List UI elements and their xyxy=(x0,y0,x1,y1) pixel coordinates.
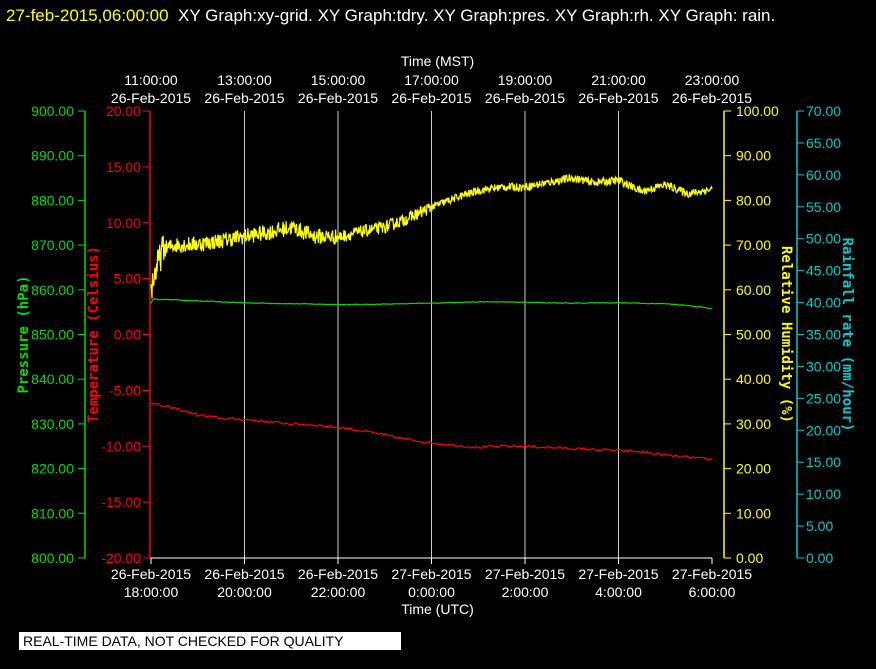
x-top-tick-time: 19:00:00 xyxy=(498,72,553,88)
temperature-series-line xyxy=(150,402,713,462)
x-bottom-tick-date: 27-Feb-2015 xyxy=(391,566,471,582)
rain-tick-label: 35.00 xyxy=(806,327,841,343)
x-bottom-tick-time: 0:00:00 xyxy=(408,584,455,600)
humidity-tick-label: 100.00 xyxy=(736,103,779,119)
pressure-series-line xyxy=(150,297,713,310)
x-top-axis-label: Time (MST) xyxy=(401,53,474,69)
x-bottom-tick-time: 22:00:00 xyxy=(311,584,366,600)
header-title: 27-feb-2015,06:00:00 XY Graph:xy-grid. X… xyxy=(6,2,866,30)
x-bottom-tick-time: 6:00:00 xyxy=(689,584,736,600)
pressure-tick-label: 870.00 xyxy=(31,237,74,253)
rain-tick-label: 60.00 xyxy=(806,167,841,183)
x-bottom-tick-date: 27-Feb-2015 xyxy=(672,566,752,582)
temperature-tick-label: 5.00 xyxy=(114,271,141,287)
x-top-tick-time: 15:00:00 xyxy=(311,72,366,88)
rain-tick-label: 45.00 xyxy=(806,263,841,279)
x-top-tick-date: 26-Feb-2015 xyxy=(111,90,191,106)
x-top-tick-time: 11:00:00 xyxy=(124,72,178,88)
pressure-tick-label: 830.00 xyxy=(31,416,74,432)
pressure-tick-label: 800.00 xyxy=(31,550,74,566)
x-top-tick-date: 26-Feb-2015 xyxy=(391,90,471,106)
temperature-tick-label: -20.00 xyxy=(101,550,141,566)
rain-tick-label: 25.00 xyxy=(806,390,841,406)
temperature-tick-label: -10.00 xyxy=(101,438,141,454)
pressure-tick-label: 810.00 xyxy=(31,505,74,521)
humidity-tick-label: 50.00 xyxy=(736,327,771,343)
rain-tick-label: 20.00 xyxy=(806,422,841,438)
x-bottom-tick-time: 4:00:00 xyxy=(595,584,642,600)
rain-tick-label: 15.00 xyxy=(806,454,841,470)
humidity-tick-label: 80.00 xyxy=(736,192,771,208)
quality-notice: REAL-TIME DATA, NOT CHECKED FOR QUALITY xyxy=(19,632,401,650)
humidity-tick-label: 90.00 xyxy=(736,148,771,164)
pressure-axis-title: Pressure (hPa) xyxy=(16,275,32,393)
x-bottom-tick-time: 2:00:00 xyxy=(502,584,549,600)
x-top-tick-date: 26-Feb-2015 xyxy=(672,90,752,106)
humidity-tick-label: 40.00 xyxy=(736,371,771,387)
rain-tick-label: 65.00 xyxy=(806,135,841,151)
rain-tick-label: 0.00 xyxy=(806,550,833,566)
humidity-tick-label: 20.00 xyxy=(736,461,771,477)
x-bottom-tick-time: 18:00:00 xyxy=(124,584,179,600)
rain-tick-label: 55.00 xyxy=(806,199,841,215)
rain-axis-title: Rainfall rate (mm/hour) xyxy=(839,238,855,432)
x-top-tick-date: 26-Feb-2015 xyxy=(578,90,658,106)
pressure-tick-label: 840.00 xyxy=(31,371,74,387)
x-bottom-tick-date: 26-Feb-2015 xyxy=(298,566,378,582)
rain-tick-label: 50.00 xyxy=(806,231,841,247)
pressure-tick-label: 890.00 xyxy=(31,148,74,164)
humidity-tick-label: 10.00 xyxy=(736,505,771,521)
humidity-axis-title: Relative Humidity (%) xyxy=(778,246,794,423)
x-bottom-tick-date: 26-Feb-2015 xyxy=(111,566,191,582)
pressure-tick-label: 880.00 xyxy=(31,192,74,208)
temperature-tick-label: 0.00 xyxy=(114,327,141,343)
temperature-axis-title: Temperature (Celsius) xyxy=(86,246,102,423)
x-top-tick-date: 26-Feb-2015 xyxy=(485,90,565,106)
x-bottom-tick-date: 26-Feb-2015 xyxy=(204,566,284,582)
rain-tick-label: 10.00 xyxy=(806,486,841,502)
rain-tick-label: 70.00 xyxy=(806,103,841,119)
temperature-tick-label: 15.00 xyxy=(106,159,141,175)
x-top-tick-time: 13:00:00 xyxy=(217,72,272,88)
x-top-tick-date: 26-Feb-2015 xyxy=(298,90,378,106)
x-top-tick-time: 23:00:00 xyxy=(685,72,740,88)
humidity-tick-label: 30.00 xyxy=(736,416,771,432)
temperature-tick-label: -15.00 xyxy=(101,494,141,510)
rain-tick-label: 40.00 xyxy=(806,295,841,311)
x-top-tick-time: 17:00:00 xyxy=(404,72,459,88)
humidity-tick-label: 0.00 xyxy=(736,550,763,566)
x-top-tick-date: 26-Feb-2015 xyxy=(204,90,284,106)
pressure-tick-label: 860.00 xyxy=(31,282,74,298)
x-bottom-tick-date: 27-Feb-2015 xyxy=(578,566,658,582)
humidity-series-line xyxy=(150,173,713,299)
x-bottom-tick-time: 20:00:00 xyxy=(217,584,272,600)
header-timestamp: 27-feb-2015,06:00:00 xyxy=(6,6,169,25)
x-bottom-tick-date: 27-Feb-2015 xyxy=(485,566,565,582)
temperature-tick-label: 10.00 xyxy=(106,215,141,231)
humidity-tick-label: 70.00 xyxy=(736,237,771,253)
rain-tick-label: 30.00 xyxy=(806,358,841,374)
temperature-tick-label: -5.00 xyxy=(109,382,141,398)
humidity-tick-label: 60.00 xyxy=(736,282,771,298)
pressure-tick-label: 820.00 xyxy=(31,461,74,477)
x-bottom-axis-label: Time (UTC) xyxy=(401,601,474,617)
header-graph-titles: XY Graph:xy-grid. XY Graph:tdry. XY Grap… xyxy=(178,6,776,25)
x-top-tick-time: 21:00:00 xyxy=(591,72,646,88)
rain-tick-label: 5.00 xyxy=(806,518,833,534)
pressure-tick-label: 900.00 xyxy=(31,103,74,119)
pressure-tick-label: 850.00 xyxy=(31,327,74,343)
temperature-tick-label: 20.00 xyxy=(106,103,141,119)
